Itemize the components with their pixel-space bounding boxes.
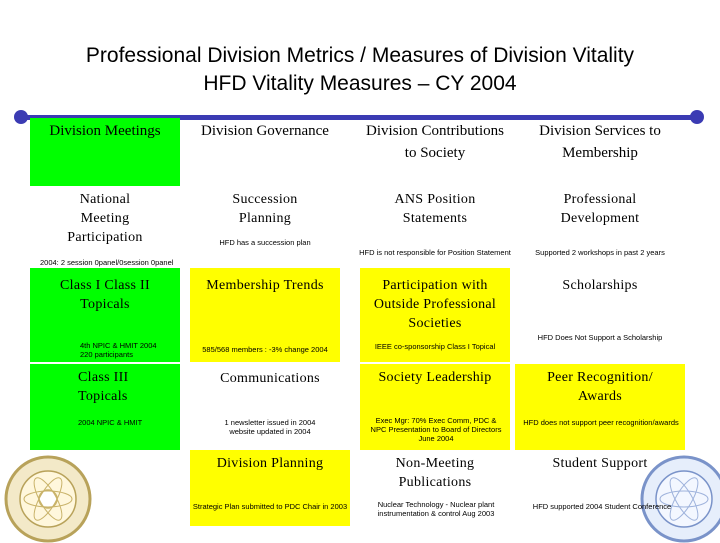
- cell-outside-societies: Participation with Outside Professional …: [360, 268, 510, 362]
- item-division-planning: Division Planning: [216, 456, 324, 471]
- item-professional-development: Professional Development: [560, 192, 640, 226]
- item-scholarships: Scholarships: [562, 278, 638, 293]
- item-ans-position: ANS Position Statements: [394, 192, 476, 226]
- note-national-meeting: 2004: 2 session 0panel/0session 0panel: [40, 258, 174, 267]
- note-scholarships: HFD Does Not Support a Scholarship: [537, 333, 663, 342]
- golden-anniversary-seal-icon: [4, 455, 92, 543]
- item-succession-planning: Succession Planning: [232, 192, 298, 226]
- header-division-meetings: Division Meetings: [30, 118, 180, 186]
- note-student-support: HFD supported 2004 Student Conference: [532, 502, 672, 511]
- title-line-1: Professional Division Metrics / Measures…: [85, 44, 635, 67]
- note-membership-trends: 585/568 members : -3% change 2004: [202, 345, 328, 354]
- note-succession-planning: HFD has a succession plan: [219, 238, 311, 247]
- cell-peer-recognition: Peer Recognition/ Awards: [515, 364, 685, 450]
- item-outside-societies: Participation with Outside Professional …: [373, 278, 497, 331]
- note-professional-development: Supported 2 workshops in past 2 years: [535, 248, 665, 257]
- header-division-governance: Division Governance: [201, 123, 329, 139]
- item-non-meeting-publications: Non-Meeting Publications: [395, 456, 475, 490]
- item-class-iii-topicals: Class III Topicals: [78, 370, 129, 404]
- item-membership-trends: Membership Trends: [206, 278, 324, 293]
- item-class-topicals: Class I Class II Topicals: [60, 278, 150, 312]
- rule-left-dot: [14, 110, 28, 124]
- note-division-planning: Strategic Plan submitted to PDC Chair in…: [192, 502, 348, 511]
- note-communications: 1 newsletter issued in 2004 website upda…: [224, 418, 316, 436]
- note-society-leadership: Exec Mgr: 70% Exec Comm, PDC & NPC Prese…: [370, 416, 502, 443]
- cell-division-planning: Division Planning: [190, 450, 350, 526]
- note-peer-recognition: HFD does not support peer recognition/aw…: [523, 418, 679, 427]
- cell-class-iii-topicals: Class III Topicals: [30, 364, 180, 450]
- item-peer-recognition: Peer Recognition/ Awards: [547, 370, 653, 404]
- note-class-iii-topicals: 2004 NPIC & HMIT: [78, 418, 143, 427]
- item-society-leadership: Society Leadership: [378, 370, 492, 385]
- item-student-support: Student Support: [552, 456, 648, 471]
- rule-right-dot: [690, 110, 704, 124]
- slide-title: Professional Division Metrics / Measures…: [0, 42, 720, 98]
- note-ans-position: HFD is not responsible for Position Stat…: [359, 248, 511, 257]
- title-rule: [20, 115, 700, 120]
- header-division-contributions: Division Contributions to Society: [366, 123, 504, 161]
- note-outside-societies: IEEE co-sponsorship Class I Topical: [374, 342, 496, 351]
- cell-membership-trends: Membership Trends: [190, 268, 340, 362]
- header-division-services: Division Services to Membership: [539, 123, 661, 161]
- item-national-meeting: National Meeting Participation: [67, 192, 143, 245]
- cell-society-leadership: Society Leadership: [360, 364, 510, 450]
- note-class-topicals: 4th NPIC & HMIT 2004 220 participants: [80, 341, 157, 359]
- title-line-2: HFD Vitality Measures – CY 2004: [203, 72, 517, 95]
- cell-class-i-topicals: Class I Class II Topicals: [30, 268, 180, 362]
- item-communications: Communications: [220, 371, 320, 386]
- note-non-meeting-publications: Nuclear Technology - Nuclear plant instr…: [377, 500, 495, 518]
